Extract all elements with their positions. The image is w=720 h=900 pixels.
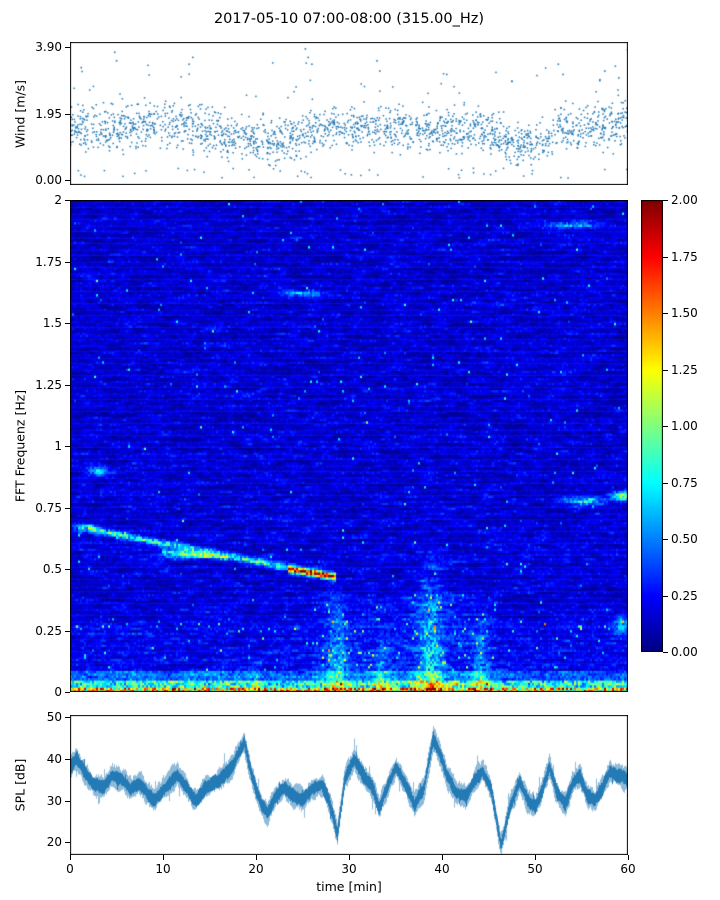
spectrogram-ytick-mark bbox=[65, 630, 70, 632]
wind-ytick-label: 1.95 bbox=[35, 106, 62, 121]
colorbar-tick-label: 1.75 bbox=[671, 249, 698, 264]
time-xtick-label: 40 bbox=[434, 862, 450, 876]
spectrogram-ytick-label: 0.5 bbox=[42, 562, 62, 576]
wind-y-axis-label: Wind [m/s] bbox=[12, 79, 28, 148]
wind-ytick-mark bbox=[65, 113, 70, 115]
colorbar-tick-mark bbox=[663, 313, 668, 314]
colorbar-tick-label: 0.75 bbox=[671, 475, 698, 490]
figure-title: 2017-05-10 07:00-08:00 (315.00_Hz) bbox=[213, 11, 485, 27]
spectrogram-ytick-label: 1.25 bbox=[35, 377, 62, 392]
wind-scatter-plot bbox=[70, 42, 628, 185]
time-xtick-mark bbox=[349, 855, 350, 860]
wind-ytick-mark bbox=[65, 179, 70, 181]
spectrogram-ytick-mark bbox=[65, 323, 70, 324]
time-xtick-mark bbox=[256, 855, 257, 860]
spectrogram-ytick-label: 1 bbox=[54, 439, 62, 453]
spectrogram-ytick-mark bbox=[65, 446, 70, 447]
spectrogram-ytick-label: 2 bbox=[54, 193, 62, 207]
colorbar-tick-mark bbox=[663, 369, 668, 371]
spl-y-axis-label: SPL [dB] bbox=[12, 758, 28, 812]
spectrogram-ytick-mark bbox=[65, 507, 70, 509]
colorbar-tick-mark bbox=[663, 652, 668, 653]
wind-ytick-label: 0.00 bbox=[35, 172, 62, 187]
colorbar-tick-mark bbox=[663, 200, 668, 201]
colorbar-tick-label: 0.00 bbox=[671, 645, 698, 659]
time-xtick-label: 50 bbox=[527, 862, 543, 876]
time-xtick-label: 30 bbox=[341, 862, 357, 876]
spl-ytick-label: 40 bbox=[46, 751, 62, 766]
time-xtick-label: 0 bbox=[66, 862, 74, 876]
spl-line-plot bbox=[70, 715, 628, 855]
colorbar-tick-label: 1.00 bbox=[671, 419, 698, 433]
spl-ytick-label: 30 bbox=[46, 793, 62, 808]
spectrogram-ytick-label: 0.25 bbox=[35, 623, 62, 638]
spl-ytick-label: 20 bbox=[46, 835, 62, 850]
colorbar-tick-mark bbox=[663, 426, 668, 427]
time-xtick-mark bbox=[163, 855, 164, 860]
time-xtick-mark bbox=[628, 855, 629, 860]
spectrogram-ytick-mark bbox=[65, 569, 70, 570]
x-axis-label: time [min] bbox=[316, 879, 382, 894]
time-xtick-mark bbox=[442, 855, 443, 860]
spl-ytick-label: 50 bbox=[46, 710, 62, 725]
spectrogram-ytick-label: 0 bbox=[54, 685, 62, 699]
colorbar bbox=[641, 200, 663, 652]
wind-ytick-label: 3.90 bbox=[35, 40, 62, 55]
time-xtick-mark bbox=[535, 855, 536, 860]
spl-ytick-mark bbox=[65, 717, 70, 719]
colorbar-tick-mark bbox=[663, 256, 668, 258]
colorbar-tick-mark bbox=[663, 482, 668, 484]
colorbar-tick-label: 0.50 bbox=[671, 532, 698, 546]
spectrogram-ytick-mark bbox=[65, 261, 70, 263]
colorbar-tick-label: 1.50 bbox=[671, 306, 698, 320]
spl-ytick-mark bbox=[65, 800, 70, 802]
time-xtick-label: 60 bbox=[620, 862, 636, 876]
spectrogram-ytick-mark bbox=[65, 200, 70, 201]
colorbar-tick-label: 1.25 bbox=[671, 362, 698, 377]
spectrogram-ytick-mark bbox=[65, 692, 70, 693]
spectrogram-ytick-label: 0.75 bbox=[35, 500, 62, 515]
spectrogram-y-axis-label: FFT Frequenz [Hz] bbox=[12, 389, 28, 503]
spectrogram-ytick-label: 1.75 bbox=[35, 254, 62, 269]
time-xtick-mark bbox=[70, 855, 71, 860]
colorbar-tick-label: 0.25 bbox=[671, 588, 698, 603]
wind-ytick-mark bbox=[65, 47, 70, 49]
spectrogram-ytick-mark bbox=[65, 384, 70, 386]
colorbar-tick-mark bbox=[663, 595, 668, 597]
spectrogram-heatmap bbox=[70, 200, 628, 692]
colorbar-tick-mark bbox=[663, 539, 668, 540]
time-xtick-label: 10 bbox=[155, 862, 171, 876]
colorbar-tick-label: 2.00 bbox=[671, 193, 698, 207]
spectrogram-ytick-label: 1.5 bbox=[42, 316, 62, 330]
time-xtick-label: 20 bbox=[248, 862, 264, 876]
spl-ytick-mark bbox=[65, 758, 70, 760]
spl-ytick-mark bbox=[65, 842, 70, 844]
